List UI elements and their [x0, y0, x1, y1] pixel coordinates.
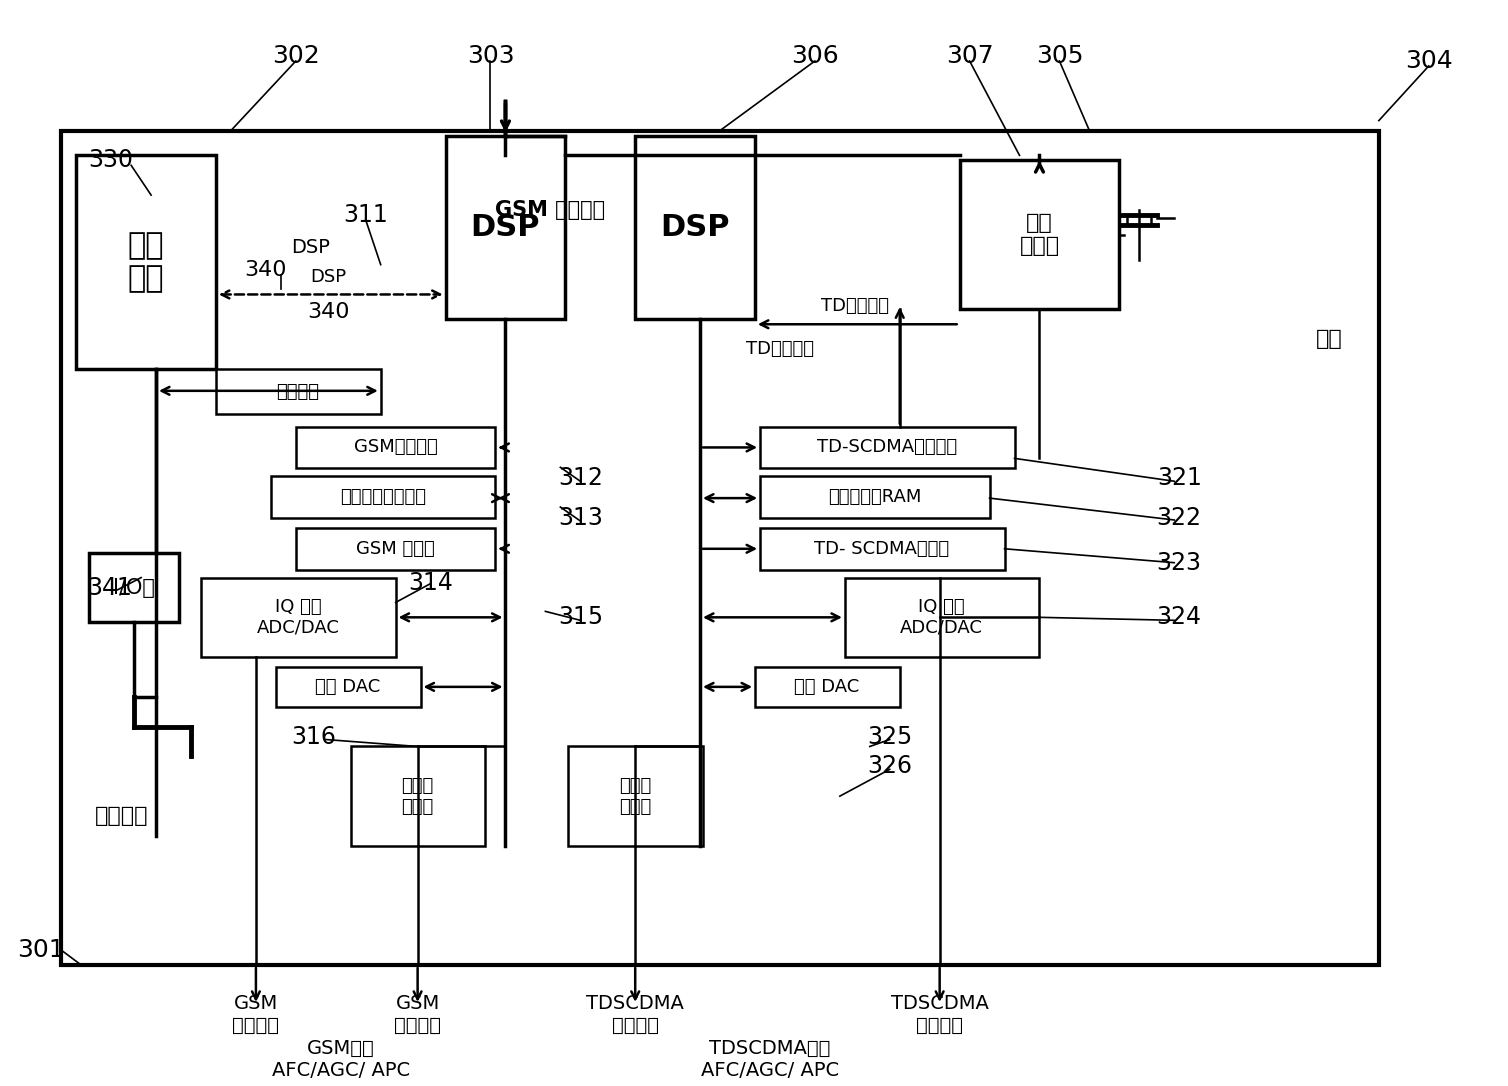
Text: 303: 303 [466, 45, 514, 68]
Text: 325: 325 [867, 724, 912, 748]
Text: 射频控
制模块: 射频控 制模块 [620, 776, 651, 816]
Bar [351, 746, 486, 846]
Text: TDSCDMA模式
AFC/AGC/ APC: TDSCDMA模式 AFC/AGC/ APC [701, 1039, 838, 1079]
Text: TD- SCDMA加速器: TD- SCDMA加速器 [814, 540, 950, 558]
Text: GSM 加速器: GSM 加速器 [356, 540, 434, 558]
Text: 340: 340 [244, 260, 287, 279]
Text: 数据和程序存储器: 数据和程序存储器 [339, 488, 425, 506]
Bar [760, 427, 1015, 468]
Text: 340: 340 [308, 302, 350, 323]
Text: 324: 324 [1157, 605, 1202, 629]
Bar [959, 161, 1119, 310]
Bar [276, 667, 421, 707]
Text: 数据和程序RAM: 数据和程序RAM [828, 488, 921, 506]
Text: GSM定时模块: GSM定时模块 [354, 439, 437, 456]
Text: 312: 312 [558, 466, 603, 490]
Bar [62, 130, 1378, 965]
Text: 330: 330 [89, 149, 134, 173]
Bar [760, 528, 1004, 570]
Bar [756, 667, 900, 707]
Text: DSP: DSP [311, 267, 347, 286]
Text: 305: 305 [1036, 45, 1083, 68]
Text: DSP: DSP [470, 213, 540, 242]
Text: 314: 314 [409, 570, 452, 594]
Text: 时钟
发生器: 时钟 发生器 [1019, 213, 1060, 256]
Bar [296, 528, 496, 570]
Text: 辅助 DAC: 辅助 DAC [795, 678, 860, 696]
Text: 313: 313 [558, 506, 603, 530]
Text: 终端芯片: 终端芯片 [95, 806, 148, 826]
Text: 301: 301 [18, 938, 65, 962]
Bar [445, 136, 566, 319]
Text: GSM模式
AFC/AGC/ APC: GSM模式 AFC/AGC/ APC [271, 1039, 410, 1079]
Text: 307: 307 [946, 45, 994, 68]
Bar [635, 136, 756, 319]
Text: IQ 通道
ADC/DAC: IQ 通道 ADC/DAC [256, 598, 339, 636]
Text: IQ 通道
ADC/DAC: IQ 通道 ADC/DAC [900, 598, 983, 636]
Text: 326: 326 [867, 755, 912, 779]
Text: TDSCDMA
射频控制: TDSCDMA 射频控制 [587, 994, 685, 1035]
Text: 芯片内存: 芯片内存 [276, 383, 320, 401]
Text: 辅助 DAC: 辅助 DAC [315, 678, 380, 696]
Bar [89, 553, 179, 622]
Text: 341: 341 [87, 576, 131, 599]
Text: 微控
制器: 微控 制器 [128, 231, 164, 293]
Text: GSM 定时中断: GSM 定时中断 [495, 200, 605, 220]
Text: TD定时中断: TD定时中断 [746, 340, 814, 358]
Text: 304: 304 [1405, 49, 1452, 73]
Bar [271, 477, 496, 518]
Text: 323: 323 [1157, 551, 1202, 574]
Bar [844, 578, 1039, 657]
Bar [201, 578, 395, 657]
Text: DSP: DSP [291, 238, 330, 257]
Text: TD-SCDMA定时模块: TD-SCDMA定时模块 [817, 439, 956, 456]
Text: I/O桥: I/O桥 [113, 578, 155, 597]
Text: 晶振: 晶振 [1315, 329, 1342, 350]
Text: GSM
射频信号: GSM 射频信号 [232, 994, 279, 1035]
Text: 311: 311 [344, 203, 388, 227]
Text: GSM
射频控制: GSM 射频控制 [394, 994, 442, 1035]
Text: 306: 306 [792, 45, 838, 68]
Text: 315: 315 [558, 605, 603, 629]
Text: 射频控
制模块: 射频控 制模块 [401, 776, 434, 816]
Text: TDSCDMA
射频信号: TDSCDMA 射频信号 [891, 994, 989, 1035]
Bar [760, 477, 989, 518]
Text: 316: 316 [291, 724, 336, 748]
Text: DSP: DSP [661, 213, 730, 242]
Text: 322: 322 [1157, 506, 1202, 530]
Bar [296, 427, 496, 468]
Bar [569, 746, 703, 846]
Text: TD定时中断: TD定时中断 [820, 298, 888, 315]
Text: 302: 302 [271, 45, 320, 68]
Bar [216, 369, 380, 414]
Text: 321: 321 [1157, 466, 1202, 490]
Bar [77, 155, 216, 369]
